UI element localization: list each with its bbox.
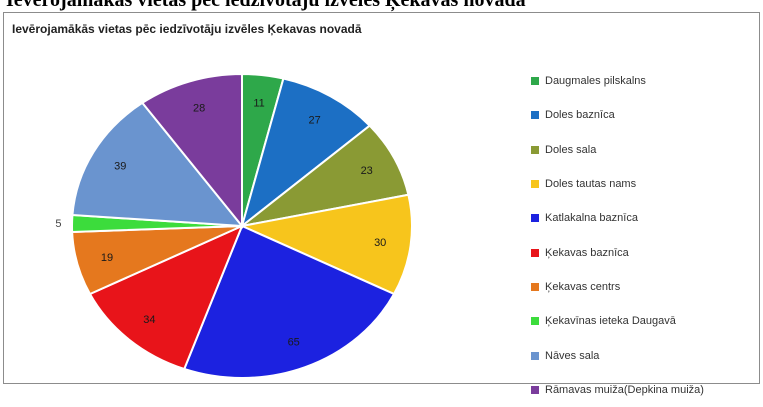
pie-slice-4: [182, 224, 396, 379]
pie-slice-3: [238, 193, 413, 296]
pie-chart: 11 27 23 30 65 34 19 5 39 28: [55, 72, 413, 379]
data-label-5: 34: [143, 314, 155, 326]
legend-item: Nāves sala: [531, 338, 759, 372]
legend-item: Daugmales pilskalns: [531, 64, 759, 98]
legend-swatch: [531, 282, 539, 291]
legend-item: Ķekavas centrs: [531, 270, 759, 304]
legend-item: Doles sala: [531, 133, 759, 167]
legend-swatch: [531, 317, 539, 326]
chart-title: Ievērojamākās vietas pēc iedzīvotāju izv…: [12, 22, 362, 36]
pie-slice-2: [241, 124, 410, 227]
legend-swatch: [531, 145, 539, 154]
legend-label: Nāves sala: [545, 349, 600, 362]
pie-slice-5: [88, 224, 244, 371]
data-label-0: 11: [253, 97, 264, 109]
legend-item: Ķekavīnas ieteka Daugavā: [531, 304, 759, 338]
legend-label: Doles sala: [545, 143, 597, 156]
legend-swatch: [531, 385, 539, 394]
header-strip-text: Ievērojamākās vietas pēc iedzīvotāju izv…: [6, 0, 526, 11]
legend-item: Ķekavas baznīca: [531, 235, 759, 269]
header-strip: Ievērojamākās vietas pēc iedzīvotāju izv…: [0, 0, 763, 12]
pie-slice-8: [71, 101, 245, 228]
legend-swatch: [531, 180, 539, 189]
legend-label: Ķekavīnas ieteka Daugavā: [545, 315, 676, 328]
legend-swatch: [531, 214, 539, 223]
legend-swatch: [531, 77, 539, 86]
legend-label: Rāmavas muiža(Depkina muiža): [545, 383, 704, 396]
legend-swatch: [531, 111, 539, 120]
legend-label: Ķekavas centrs: [545, 280, 621, 293]
data-label-9: 28: [193, 102, 205, 114]
legend-item: Doles tautas nams: [531, 167, 759, 201]
chart-legend: Daugmales pilskalns Doles baznīca Doles sa…: [531, 64, 759, 407]
legend-label: Katlakalna baznīca: [545, 212, 638, 225]
data-label-8: 39: [114, 160, 126, 172]
legend-swatch: [531, 351, 539, 360]
legend-item: Katlakalna baznīca: [531, 201, 759, 235]
pie-slice-1: [240, 77, 372, 229]
legend-item: Rāmavas muiža(Depkina muiža): [531, 373, 759, 407]
data-label-6: 19: [101, 252, 113, 264]
legend-item: Doles baznīca: [531, 98, 759, 132]
legend-label: Doles tautas nams: [545, 178, 637, 191]
data-label-2: 23: [361, 165, 373, 177]
pie-slice-9: [140, 72, 243, 229]
legend-label: Doles baznīca: [545, 109, 615, 122]
data-label-3: 30: [374, 237, 386, 249]
data-label-7: 5: [55, 218, 61, 230]
data-label-4: 65: [288, 337, 300, 349]
legend-label: Daugmales pilskalns: [545, 75, 646, 88]
legend-swatch: [531, 248, 539, 257]
data-label-1: 27: [308, 115, 320, 127]
legend-label: Ķekavas baznīca: [545, 246, 629, 259]
